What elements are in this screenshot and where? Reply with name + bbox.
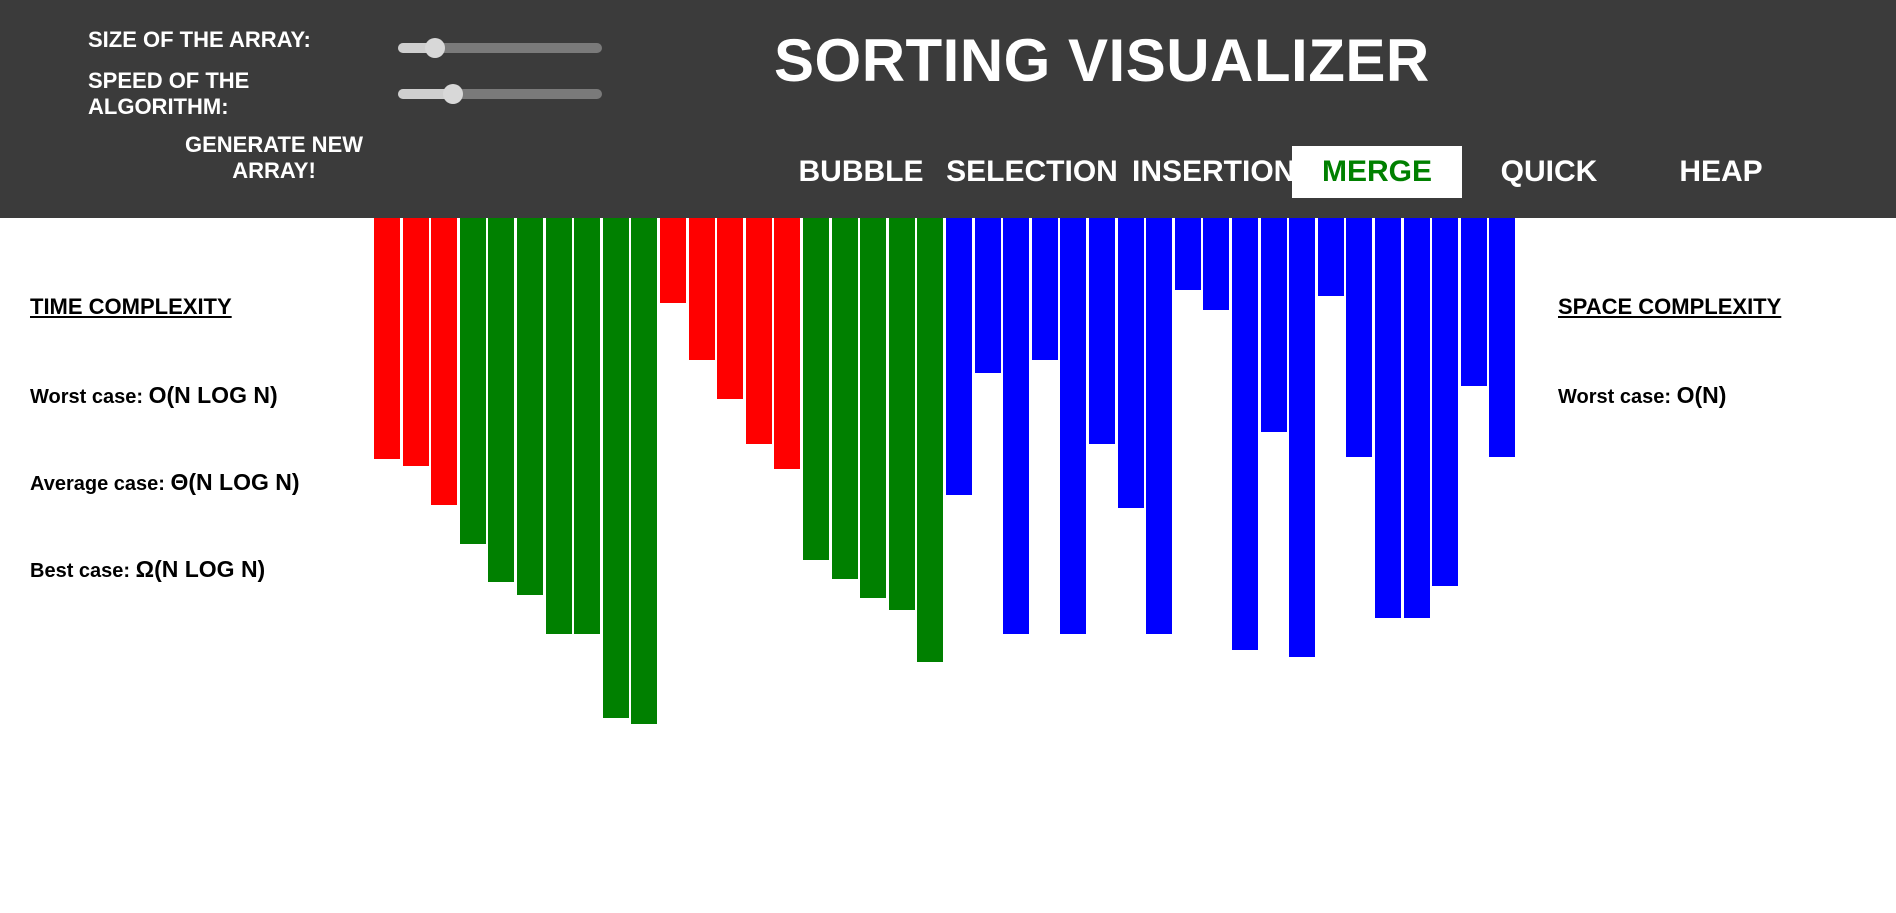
header-bar: SIZE OF THE ARRAY: SPEED OF THE ALGORITH…: [0, 0, 1896, 218]
array-bar: [860, 218, 886, 598]
slider-thumb[interactable]: [425, 38, 445, 58]
array-bar: [546, 218, 572, 634]
time-worst-case: Worst case: O(N LOG N): [30, 382, 278, 409]
array-bar: [603, 218, 629, 718]
slider-track[interactable]: [398, 43, 602, 53]
space-worst-value: O(N): [1676, 382, 1727, 408]
array-bar: [574, 218, 600, 634]
array-bar: [946, 218, 972, 495]
speed-label: SPEED OF THE ALGORITHM:: [88, 68, 250, 119]
merge-sort-button[interactable]: MERGE: [1292, 146, 1462, 198]
array-bar: [717, 218, 743, 399]
array-bar: [1432, 218, 1458, 586]
slider-fill: [398, 43, 435, 53]
array-bar: [1461, 218, 1487, 386]
array-size-slider[interactable]: [398, 38, 602, 58]
array-bar: [1375, 218, 1401, 618]
array-bar: [1489, 218, 1515, 457]
time-average-value: Θ(N LOG N): [170, 469, 300, 495]
array-bar: [1060, 218, 1086, 634]
array-bar: [460, 218, 486, 544]
array-bar: [975, 218, 1001, 373]
page-title: SORTING VISUALIZER: [774, 27, 1430, 94]
array-bar: [1032, 218, 1058, 360]
time-worst-value: O(N LOG N): [148, 382, 278, 408]
array-bar: [1346, 218, 1372, 457]
speed-slider[interactable]: [398, 84, 602, 104]
insertion-sort-button[interactable]: INSERTION: [1132, 155, 1292, 188]
array-bar: [889, 218, 915, 610]
heap-sort-button[interactable]: HEAP: [1679, 155, 1763, 188]
array-bar: [1232, 218, 1258, 650]
array-bar: [1003, 218, 1029, 634]
time-complexity-heading: TIME COMPLEXITY: [30, 294, 232, 319]
array-bar: [1289, 218, 1315, 657]
array-bar: [746, 218, 772, 444]
array-bar: [1203, 218, 1229, 310]
time-best-value: Ω(N LOG N): [135, 556, 266, 582]
array-bar: [1404, 218, 1430, 618]
algorithm-nav: BUBBLE SELECTION INSERTION MERGE QUICK H…: [0, 146, 1896, 198]
space-complexity-heading: SPACE COMPLEXITY: [1558, 294, 1782, 319]
time-worst-label: Worst case:: [30, 386, 144, 408]
generate-array-button[interactable]: GENERATE NEW ARRAY!: [184, 132, 364, 183]
array-bars: [0, 218, 1896, 913]
array-bar: [689, 218, 715, 360]
array-bar: [1261, 218, 1287, 432]
time-average-label: Average case:: [30, 473, 165, 495]
time-best-label: Best case:: [30, 560, 131, 582]
array-bar: [660, 218, 686, 303]
array-bar: [1146, 218, 1172, 634]
quick-sort-button[interactable]: QUICK: [1500, 155, 1598, 188]
array-bar: [488, 218, 514, 582]
array-bar: [631, 218, 657, 724]
array-bar: [917, 218, 943, 662]
array-bar: [832, 218, 858, 579]
array-bar: [803, 218, 829, 560]
bubble-sort-button[interactable]: BUBBLE: [798, 155, 924, 188]
space-worst-case: Worst case: O(N): [1558, 382, 1726, 409]
array-bar: [431, 218, 457, 505]
array-size-label: SIZE OF THE ARRAY:: [88, 27, 311, 52]
array-bar: [1089, 218, 1115, 444]
selection-sort-button[interactable]: SELECTION: [946, 155, 1118, 188]
slider-track[interactable]: [398, 89, 602, 99]
slider-thumb[interactable]: [443, 84, 463, 104]
time-best-case: Best case: Ω(N LOG N): [30, 556, 265, 583]
slider-fill: [398, 89, 453, 99]
time-average-case: Average case: Θ(N LOG N): [30, 469, 300, 496]
array-bar: [517, 218, 543, 595]
array-bar: [403, 218, 429, 466]
array-bar: [1175, 218, 1201, 290]
array-bar: [374, 218, 400, 459]
array-bar: [774, 218, 800, 469]
array-bar: [1318, 218, 1344, 296]
space-worst-label: Worst case:: [1558, 386, 1672, 408]
array-bar: [1118, 218, 1144, 508]
